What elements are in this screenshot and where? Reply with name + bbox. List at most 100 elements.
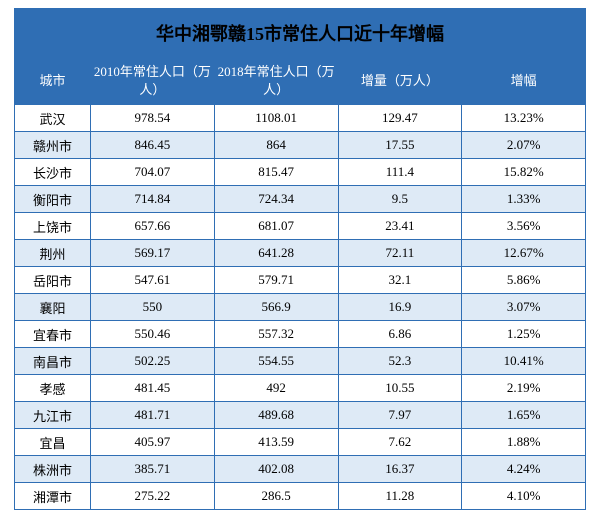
- table-cell: 492: [214, 375, 338, 402]
- table-row: 宜昌405.97413.597.621.88%: [15, 429, 586, 456]
- table-cell: 481.71: [91, 402, 215, 429]
- table-cell: 32.1: [338, 267, 462, 294]
- col-header-2018: 2018年常住人口（万人）: [214, 57, 338, 105]
- table-cell: 岳阳市: [15, 267, 91, 294]
- table-cell: 23.41: [338, 213, 462, 240]
- table-cell: 385.71: [91, 456, 215, 483]
- table-cell: 402.08: [214, 456, 338, 483]
- table-row: 衡阳市714.84724.349.51.33%: [15, 186, 586, 213]
- title-row: 华中湘鄂赣15市常住人口近十年增幅: [15, 9, 586, 57]
- table-cell: 上饶市: [15, 213, 91, 240]
- table-cell: 宜昌: [15, 429, 91, 456]
- table-cell: 286.5: [214, 483, 338, 510]
- table-cell: 413.59: [214, 429, 338, 456]
- table-cell: 714.84: [91, 186, 215, 213]
- table-cell: 72.11: [338, 240, 462, 267]
- table-cell: 579.71: [214, 267, 338, 294]
- table-cell: 978.54: [91, 105, 215, 132]
- table-row: 长沙市704.07815.47111.415.82%: [15, 159, 586, 186]
- table-cell: 3.56%: [462, 213, 586, 240]
- table-cell: 641.28: [214, 240, 338, 267]
- table-row: 湘潭市275.22286.511.284.10%: [15, 483, 586, 510]
- table-row: 南昌市502.25554.5552.310.41%: [15, 348, 586, 375]
- table-cell: 孝感: [15, 375, 91, 402]
- table-cell: 株洲市: [15, 456, 91, 483]
- table-cell: 九江市: [15, 402, 91, 429]
- table-cell: 554.55: [214, 348, 338, 375]
- table-row: 宜春市550.46557.326.861.25%: [15, 321, 586, 348]
- table-cell: 569.17: [91, 240, 215, 267]
- table-cell: 1.65%: [462, 402, 586, 429]
- table-row: 株洲市385.71402.0816.374.24%: [15, 456, 586, 483]
- table-cell: 10.41%: [462, 348, 586, 375]
- table-row: 赣州市846.4586417.552.07%: [15, 132, 586, 159]
- table-cell: 襄阳: [15, 294, 91, 321]
- table-cell: 489.68: [214, 402, 338, 429]
- table-cell: 1.88%: [462, 429, 586, 456]
- table-cell: 4.24%: [462, 456, 586, 483]
- table-cell: 502.25: [91, 348, 215, 375]
- population-table: 华中湘鄂赣15市常住人口近十年增幅 城市 2010年常住人口（万人） 2018年…: [14, 8, 586, 510]
- table-cell: 724.34: [214, 186, 338, 213]
- table-cell: 7.97: [338, 402, 462, 429]
- table-cell: 11.28: [338, 483, 462, 510]
- table-cell: 1.25%: [462, 321, 586, 348]
- table-row: 九江市481.71489.687.971.65%: [15, 402, 586, 429]
- table-cell: 10.55: [338, 375, 462, 402]
- table-cell: 2.07%: [462, 132, 586, 159]
- col-header-2010: 2010年常住人口（万人）: [91, 57, 215, 105]
- table-cell: 6.86: [338, 321, 462, 348]
- table-cell: 846.45: [91, 132, 215, 159]
- table-cell: 9.5: [338, 186, 462, 213]
- table-cell: 16.9: [338, 294, 462, 321]
- table-cell: 405.97: [91, 429, 215, 456]
- table-cell: 2.19%: [462, 375, 586, 402]
- table-cell: 550.46: [91, 321, 215, 348]
- table-cell: 481.45: [91, 375, 215, 402]
- table-row: 荆州569.17641.2872.1112.67%: [15, 240, 586, 267]
- col-header-rate: 增幅: [462, 57, 586, 105]
- table-row: 岳阳市547.61579.7132.15.86%: [15, 267, 586, 294]
- table-cell: 7.62: [338, 429, 462, 456]
- table-cell: 1.33%: [462, 186, 586, 213]
- table-cell: 3.07%: [462, 294, 586, 321]
- table-cell: 111.4: [338, 159, 462, 186]
- col-header-increase: 增量（万人）: [338, 57, 462, 105]
- table-cell: 15.82%: [462, 159, 586, 186]
- table-cell: 864: [214, 132, 338, 159]
- table-cell: 荆州: [15, 240, 91, 267]
- table-cell: 704.07: [91, 159, 215, 186]
- table-cell: 1108.01: [214, 105, 338, 132]
- table-cell: 815.47: [214, 159, 338, 186]
- col-header-city: 城市: [15, 57, 91, 105]
- table-cell: 长沙市: [15, 159, 91, 186]
- table-cell: 武汉: [15, 105, 91, 132]
- table-row: 上饶市657.66681.0723.413.56%: [15, 213, 586, 240]
- header-row: 城市 2010年常住人口（万人） 2018年常住人口（万人） 增量（万人） 增幅: [15, 57, 586, 105]
- table-cell: 681.07: [214, 213, 338, 240]
- table-row: 武汉978.541108.01129.4713.23%: [15, 105, 586, 132]
- table-cell: 557.32: [214, 321, 338, 348]
- table-row: 襄阳550566.916.93.07%: [15, 294, 586, 321]
- table-cell: 12.67%: [462, 240, 586, 267]
- table-title: 华中湘鄂赣15市常住人口近十年增幅: [15, 9, 586, 57]
- table-cell: 赣州市: [15, 132, 91, 159]
- table-row: 孝感481.4549210.552.19%: [15, 375, 586, 402]
- table-body: 武汉978.541108.01129.4713.23%赣州市846.458641…: [15, 105, 586, 510]
- table-cell: 16.37: [338, 456, 462, 483]
- table-cell: 52.3: [338, 348, 462, 375]
- table-cell: 129.47: [338, 105, 462, 132]
- table-cell: 衡阳市: [15, 186, 91, 213]
- table-cell: 275.22: [91, 483, 215, 510]
- table-cell: 566.9: [214, 294, 338, 321]
- table-cell: 547.61: [91, 267, 215, 294]
- table-cell: 5.86%: [462, 267, 586, 294]
- table-cell: 17.55: [338, 132, 462, 159]
- table-cell: 4.10%: [462, 483, 586, 510]
- table-cell: 13.23%: [462, 105, 586, 132]
- table-cell: 657.66: [91, 213, 215, 240]
- table-cell: 宜春市: [15, 321, 91, 348]
- table-cell: 550: [91, 294, 215, 321]
- table-cell: 湘潭市: [15, 483, 91, 510]
- table-cell: 南昌市: [15, 348, 91, 375]
